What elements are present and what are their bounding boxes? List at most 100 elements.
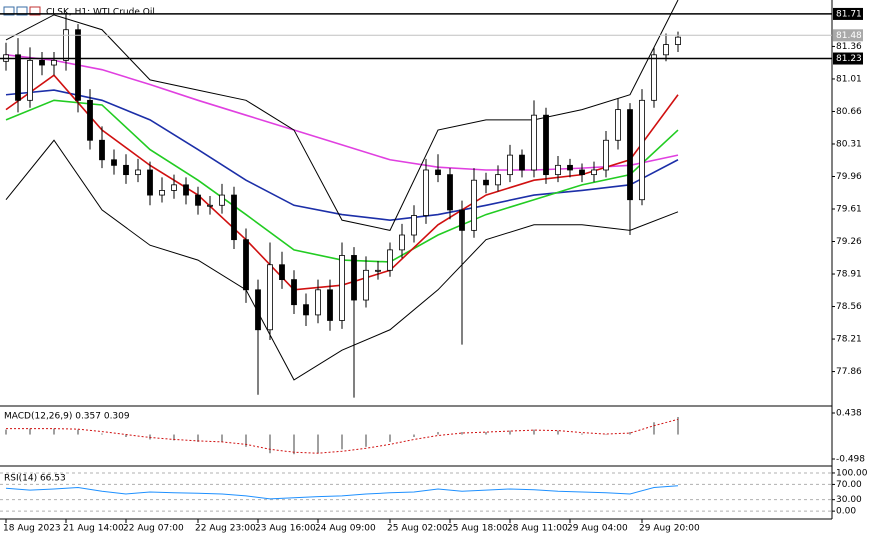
candle-body bbox=[651, 54, 657, 101]
x-tick-label: 24 Aug 09:00 bbox=[315, 524, 376, 534]
candle-body bbox=[579, 169, 585, 176]
y-tick-label: 79.26 bbox=[836, 237, 862, 247]
candle-body bbox=[663, 44, 669, 56]
y-tick-label: 80.31 bbox=[836, 139, 862, 149]
candle-body bbox=[147, 169, 153, 196]
y-tick-label: 80.66 bbox=[836, 107, 862, 117]
y-tick-label: 70.00 bbox=[836, 480, 862, 490]
toolbar-icons bbox=[3, 6, 41, 16]
candle-body bbox=[183, 184, 189, 196]
candle-body bbox=[195, 194, 201, 206]
x-tick-label: 22 Aug 07:00 bbox=[123, 524, 184, 534]
x-tick-label: 21 Aug 14:00 bbox=[63, 524, 124, 534]
y-tick-label: -0.498 bbox=[836, 455, 865, 465]
macd-bar bbox=[557, 430, 559, 435]
current-price-box bbox=[833, 29, 863, 42]
macd-bar bbox=[245, 434, 247, 447]
y-tick-label: 81.01 bbox=[836, 74, 862, 84]
candle-body bbox=[399, 234, 405, 251]
macd-bar bbox=[365, 434, 367, 447]
candle-body bbox=[435, 169, 441, 176]
level-label-box bbox=[833, 7, 863, 20]
candle-body bbox=[123, 164, 129, 176]
y-tick-label: 79.61 bbox=[836, 205, 862, 215]
macd-bar bbox=[197, 434, 199, 442]
level-label-box bbox=[833, 52, 863, 65]
x-tick-label: 18 Aug 2023 bbox=[3, 524, 61, 534]
overlay-line bbox=[5, 89, 679, 221]
chart-title: CLSK, H1: WTI Crude Oil bbox=[46, 8, 155, 18]
macd-bar bbox=[461, 432, 463, 435]
candle-body bbox=[507, 154, 513, 176]
macd-bar bbox=[677, 416, 679, 435]
candle-body bbox=[15, 54, 21, 101]
macd-bar bbox=[341, 434, 343, 450]
y-tick-label: 30.00 bbox=[836, 495, 862, 505]
candle-body bbox=[135, 169, 141, 176]
level-label: 81.71 bbox=[836, 9, 862, 19]
candle-body bbox=[603, 139, 609, 171]
overlay-line bbox=[5, 0, 679, 231]
x-tick-label: 25 Aug 02:00 bbox=[387, 524, 448, 534]
candle-body bbox=[207, 204, 213, 207]
candle-body bbox=[219, 194, 225, 206]
macd-bar bbox=[533, 429, 535, 435]
y-tick-label: 0.438 bbox=[836, 409, 862, 419]
candle-body bbox=[543, 114, 549, 176]
macd-bar bbox=[221, 434, 223, 442]
candle-body bbox=[567, 164, 573, 171]
candle-body bbox=[87, 99, 93, 141]
candle-body bbox=[111, 159, 117, 166]
candle-body bbox=[255, 289, 261, 331]
candle-body bbox=[159, 190, 165, 196]
candle-body bbox=[327, 289, 333, 321]
candle-body bbox=[459, 209, 465, 231]
x-tick-label: 23 Aug 16:00 bbox=[255, 524, 316, 534]
y-tick-label: 79.96 bbox=[836, 172, 862, 182]
candle-body bbox=[99, 139, 105, 161]
macd-bar bbox=[605, 434, 607, 436]
y-tick-label: 0.00 bbox=[836, 507, 856, 517]
candle-body bbox=[519, 154, 525, 171]
candle-body bbox=[303, 304, 309, 316]
candle-body bbox=[315, 289, 321, 316]
candle-body bbox=[27, 59, 33, 101]
candle-body bbox=[411, 215, 417, 236]
candle-body bbox=[591, 169, 597, 176]
macd-label: MACD(12,26,9) 0.357 0.309 bbox=[4, 412, 130, 422]
candle-body bbox=[447, 174, 453, 211]
macd-bar bbox=[389, 434, 391, 442]
macd-bar bbox=[173, 434, 175, 441]
macd-bar bbox=[77, 429, 79, 435]
y-tick-label: 100.00 bbox=[836, 468, 868, 478]
candle-body bbox=[267, 264, 273, 331]
rsi-label: RSI(14) 66.53 bbox=[4, 474, 66, 484]
y-tick-label: 78.91 bbox=[836, 270, 862, 280]
macd-bar bbox=[269, 434, 271, 454]
candle-body bbox=[51, 59, 57, 66]
macd-bar bbox=[653, 422, 655, 435]
macd-bar bbox=[317, 434, 319, 454]
rsi-line bbox=[5, 485, 679, 500]
candle-body bbox=[351, 255, 357, 301]
candle-body bbox=[291, 279, 297, 306]
macd-bar bbox=[413, 434, 415, 437]
x-tick-label: 29 Aug 04:00 bbox=[567, 524, 628, 534]
candle-body bbox=[531, 114, 537, 171]
candle-body bbox=[483, 179, 489, 186]
candle-body bbox=[231, 194, 237, 241]
candle-body bbox=[471, 179, 477, 231]
candle-body bbox=[171, 184, 177, 191]
candle-body bbox=[675, 36, 681, 45]
candle-body bbox=[75, 29, 81, 101]
icon bbox=[29, 6, 41, 16]
icon bbox=[3, 6, 15, 16]
candle-body bbox=[243, 239, 249, 291]
y-tick-label: 78.56 bbox=[836, 302, 862, 312]
candle-body bbox=[555, 164, 561, 176]
macd-bar bbox=[629, 432, 631, 435]
macd-bar bbox=[125, 434, 127, 437]
candle-body bbox=[495, 174, 501, 186]
